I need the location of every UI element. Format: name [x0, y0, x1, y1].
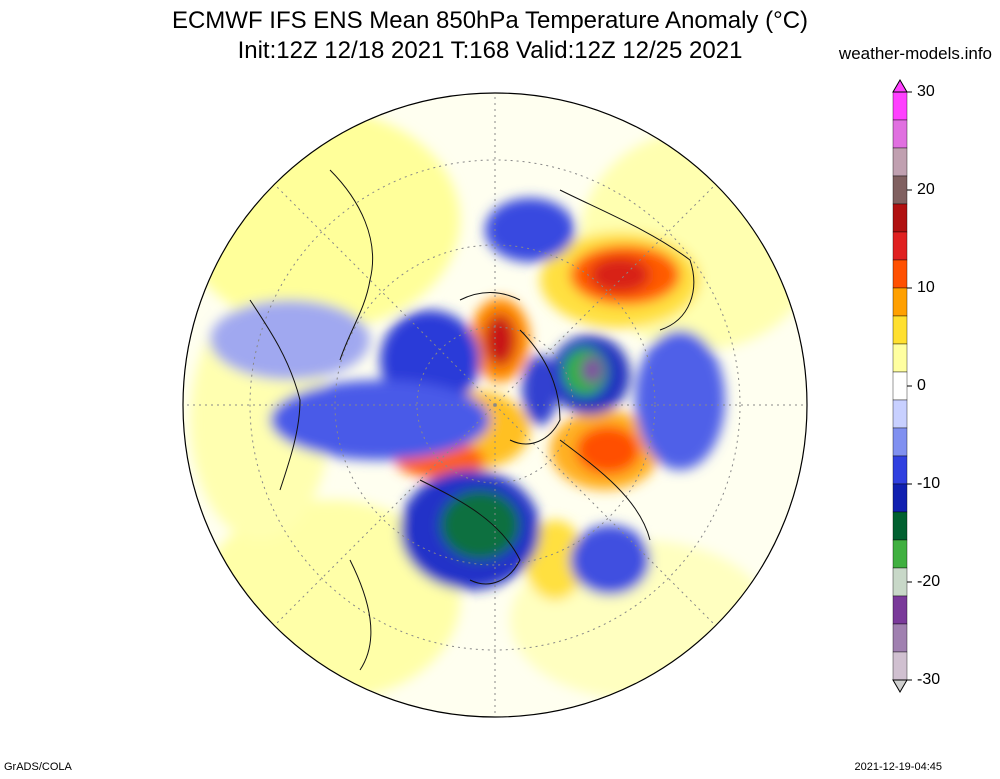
colorbar-swatch: [893, 120, 907, 148]
colorbar-tick-label: 20: [917, 182, 935, 198]
colorbar-swatch: [893, 260, 907, 288]
colorbar-swatch: [893, 316, 907, 344]
colorbar-swatch: [893, 596, 907, 624]
colorbar-swatch: [893, 540, 907, 568]
colorbar-swatch: [893, 624, 907, 652]
colorbar-tick-label: -20: [917, 574, 940, 590]
colorbar-swatch: [893, 344, 907, 372]
colorbar-tick-label: 30: [917, 84, 935, 100]
colorbar-swatch: [893, 148, 907, 176]
colorbar-tick-label: -30: [917, 672, 940, 688]
colorbar-tick-label: -10: [917, 476, 940, 492]
colorbar-swatch: [893, 92, 907, 120]
colorbar-swatch: [893, 512, 907, 540]
colorbar-max-arrow: [893, 80, 907, 92]
colorbar-min-arrow: [893, 680, 907, 692]
colorbar-swatch: [893, 176, 907, 204]
colorbar-swatch: [893, 428, 907, 456]
colorbar-swatch: [893, 652, 907, 680]
colorbar-swatch: [893, 456, 907, 484]
software-credit: GrADS/COLA: [4, 761, 72, 773]
colorbar-swatch: [893, 484, 907, 512]
colorbar-swatch: [893, 372, 907, 400]
colorbar-swatch: [893, 232, 907, 260]
colorbar: [0, 0, 1000, 779]
generated-timestamp: 2021-12-19-04:45: [855, 761, 942, 773]
colorbar-swatch: [893, 400, 907, 428]
colorbar-tick-label: 10: [917, 280, 935, 296]
colorbar-ticks: [907, 92, 912, 680]
colorbar-boxes: [893, 92, 907, 680]
colorbar-tick-label: 0: [917, 378, 926, 394]
colorbar-swatch: [893, 288, 907, 316]
colorbar-swatch: [893, 204, 907, 232]
colorbar-swatch: [893, 568, 907, 596]
